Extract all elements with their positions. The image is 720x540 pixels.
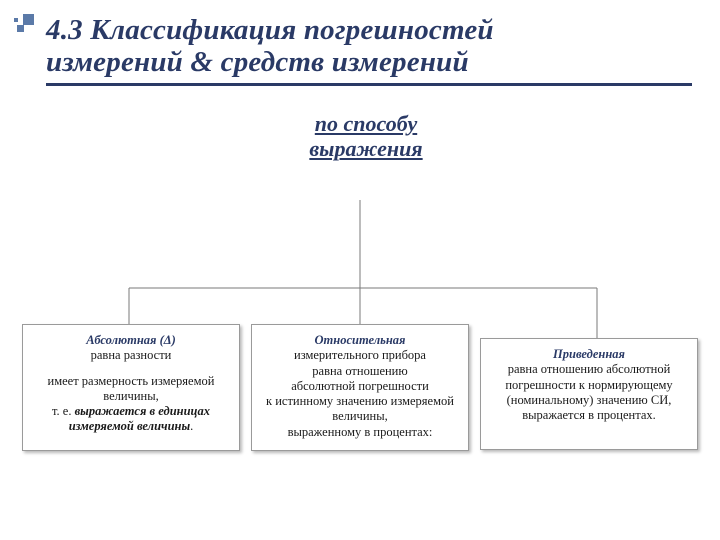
delta-symbol: (Δ)	[160, 333, 176, 347]
box-relative: Относительная измерительного прибора рав…	[251, 324, 469, 451]
box-relative-line: к истинному значению измеряемой	[258, 394, 462, 409]
box-reduced-line: (номинальному) значению СИ,	[487, 393, 691, 408]
box-relative-line: измерительного прибора	[258, 348, 462, 363]
box-relative-line: выраженному в процентах:	[258, 425, 462, 440]
subtitle: по способу выражения	[40, 112, 692, 161]
box-absolute: Абсолютная (Δ) равна разности имеет разм…	[22, 324, 240, 451]
text: .	[190, 419, 193, 433]
slide: 4.3 Классификация погрешностей измерений…	[0, 0, 720, 540]
box-relative-line: величины,	[258, 409, 462, 424]
emph-text: выражается в единицах	[75, 404, 210, 418]
box-reduced-line: выражается в процентах.	[487, 408, 691, 423]
box-absolute-gap	[29, 364, 233, 374]
box-reduced-title: Приведенная	[487, 347, 691, 362]
box-absolute-line: измеряемой величины.	[29, 419, 233, 434]
title-line-2: измерений & средств измерений	[46, 46, 469, 78]
title-block: 4.3 Классификация погрешностей измерений…	[46, 14, 692, 86]
text: т. е.	[52, 404, 75, 418]
box-absolute-line: равна разности	[29, 348, 233, 363]
box-absolute-line: величины,	[29, 389, 233, 404]
square-icon	[14, 18, 18, 22]
title-line-1: 4.3 Классификация погрешностей	[46, 14, 494, 46]
subtitle-line-1: по способу	[315, 111, 417, 136]
box-reduced-line: равна отношению абсолютной	[487, 362, 691, 377]
box-absolute-head: Абсолютная (Δ)	[29, 333, 233, 348]
subtitle-line-2: выражения	[309, 136, 422, 161]
box-absolute-title: Абсолютная	[86, 333, 156, 347]
square-icon	[23, 14, 34, 25]
box-reduced-line: погрешности к нормирующему	[487, 378, 691, 393]
box-relative-line: равна отношению	[258, 364, 462, 379]
square-icon	[17, 25, 24, 32]
box-absolute-line: т. е. выражается в единицах	[29, 404, 233, 419]
boxes-row: Абсолютная (Δ) равна разности имеет разм…	[0, 324, 720, 451]
box-relative-line: абсолютной погрешности	[258, 379, 462, 394]
corner-decoration	[14, 14, 34, 34]
box-relative-title: Относительная	[258, 333, 462, 348]
slide-title: 4.3 Классификация погрешностей измерений…	[46, 14, 692, 79]
emph-text: измеряемой величины	[69, 419, 190, 433]
box-reduced: Приведенная равна отношению абсолютной п…	[480, 338, 698, 450]
box-absolute-line: имеет размерность измеряемой	[29, 374, 233, 389]
